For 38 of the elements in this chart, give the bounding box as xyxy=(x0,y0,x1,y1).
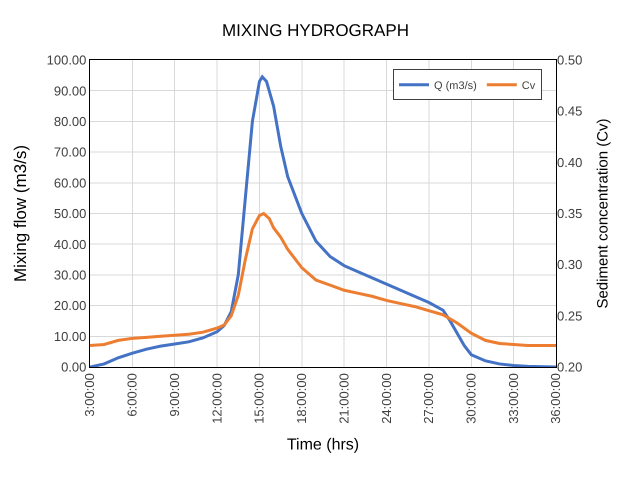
y2-tick-label: 0.30 xyxy=(557,257,582,272)
y-tick-label: 100.00 xyxy=(46,52,86,68)
chart-title: MIXING HYDROGRAPH xyxy=(222,21,410,40)
y-axis-title: Mixing flow (m3/s) xyxy=(11,145,30,282)
x-tick-label: 9:00:00 xyxy=(166,373,182,417)
y2-tick-label: 0.35 xyxy=(557,206,582,222)
x-tick-label: 3:00:00 xyxy=(82,373,98,417)
y2-tick-label: 0.25 xyxy=(557,308,582,324)
x-tick-label: 27:00:00 xyxy=(421,373,436,424)
y-tick-label: 60.00 xyxy=(54,175,86,190)
legend-label: Cv xyxy=(522,80,536,92)
y2-tick-label: 0.20 xyxy=(557,360,582,375)
legend-label: Q (m3/s) xyxy=(434,80,477,92)
x-tick-label: 15:00:00 xyxy=(252,373,267,424)
y-tick-label: 10.00 xyxy=(54,328,86,344)
y-tick-label: 90.00 xyxy=(54,83,86,98)
y-tick-label: 30.00 xyxy=(54,267,86,282)
x-tick-label: 30:00:00 xyxy=(463,373,478,424)
y2-tick-label: 0.45 xyxy=(557,104,582,119)
y-tick-label: 80.00 xyxy=(54,114,86,129)
y-tick-label: 20.00 xyxy=(54,298,86,314)
line-series xyxy=(90,75,556,367)
x-tick-label: 36:00:00 xyxy=(548,373,564,424)
x-tick-label: 12:00:00 xyxy=(209,373,224,424)
y-tick-label: 70.00 xyxy=(54,144,86,160)
x-axis-title: Time (hrs) xyxy=(286,436,360,454)
y2-tick-label: 0.50 xyxy=(557,52,582,68)
x-tick-label: 18:00:00 xyxy=(294,373,310,424)
x-tick-label: 33:00:00 xyxy=(506,373,521,424)
y2-tick-label: 0.40 xyxy=(557,154,582,170)
y-tick-label: 40.00 xyxy=(54,236,86,252)
y2-axis-title: Sediment concentration (Cv) xyxy=(594,118,612,309)
line-series xyxy=(90,212,556,348)
x-tick-label: 21:00:00 xyxy=(336,373,352,424)
y-tick-label: 50.00 xyxy=(54,206,86,222)
x-tick-label: 24:00:00 xyxy=(378,373,394,424)
x-tick-label: 6:00:00 xyxy=(124,373,140,417)
y-tick-label: 0.00 xyxy=(61,360,86,375)
